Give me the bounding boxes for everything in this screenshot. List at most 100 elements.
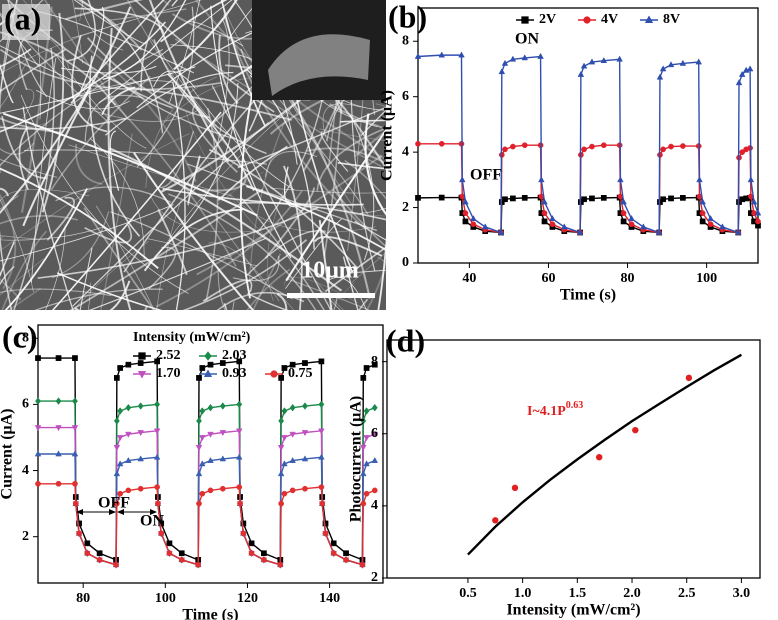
x-tick-label: 1.5 <box>569 586 587 601</box>
plot-frame <box>386 339 761 579</box>
marker <box>521 16 529 24</box>
marker <box>96 556 103 563</box>
marker <box>497 228 505 235</box>
nanowire <box>98 0 233 104</box>
y-tick-label: 4 <box>22 463 29 478</box>
marker <box>137 360 144 366</box>
marker <box>278 375 284 381</box>
marker <box>747 176 755 183</box>
marker <box>125 431 132 438</box>
marker <box>371 431 379 438</box>
nanowire <box>337 162 386 170</box>
nanowire <box>1 115 48 180</box>
marker <box>236 484 243 490</box>
panel-label: (d) <box>386 322 425 358</box>
nanowire <box>182 239 308 310</box>
nanowire <box>319 128 386 142</box>
marker <box>278 417 285 425</box>
marker <box>746 65 754 72</box>
marker <box>125 403 132 412</box>
marker <box>153 428 161 435</box>
x-tick-label: 80 <box>76 591 90 606</box>
nanowire <box>134 0 275 113</box>
marker <box>510 143 516 150</box>
y-axis-label: Photocurrent (μA) <box>348 396 365 523</box>
nanowire <box>155 190 303 308</box>
marker <box>739 149 746 155</box>
x-tick-label: 40 <box>462 271 476 286</box>
marker <box>35 397 41 405</box>
marker <box>501 59 509 66</box>
marker <box>207 403 214 412</box>
marker <box>580 62 588 69</box>
marker <box>414 52 422 59</box>
nanowire <box>71 0 203 39</box>
annotation: ON <box>515 31 539 48</box>
nanowire <box>86 37 210 119</box>
marker <box>521 195 528 201</box>
marker <box>219 455 227 462</box>
data-point <box>492 517 499 524</box>
nanowire <box>246 268 291 310</box>
marker <box>84 550 91 557</box>
panel-label-bg <box>2 4 50 40</box>
marker <box>600 142 607 149</box>
nanowire <box>55 186 172 203</box>
nanowire <box>41 12 65 213</box>
series-line <box>418 143 759 234</box>
marker <box>199 460 206 467</box>
marker <box>330 540 337 547</box>
arrow-head <box>76 509 83 515</box>
marker <box>502 196 508 203</box>
nanowire <box>325 246 386 292</box>
nanowire <box>320 131 349 172</box>
y-tick-label: 4 <box>402 144 409 159</box>
marker <box>240 530 247 537</box>
marker <box>668 195 674 202</box>
nanowire <box>218 34 239 104</box>
nanowire <box>332 206 386 217</box>
marker <box>371 361 378 368</box>
marker <box>322 530 329 537</box>
nanowire <box>186 163 378 232</box>
marker <box>219 485 226 492</box>
nanowire <box>0 193 17 290</box>
marker <box>166 540 173 547</box>
marker <box>76 530 82 537</box>
nanowire <box>191 103 238 173</box>
marker <box>199 435 206 442</box>
marker <box>261 550 267 557</box>
marker <box>236 400 243 409</box>
nanowire <box>24 149 267 165</box>
marker <box>71 450 79 457</box>
marker <box>318 358 325 365</box>
nanowire <box>157 208 188 276</box>
marker <box>71 425 79 432</box>
y-tick-label: 6 <box>402 89 409 104</box>
marker <box>301 455 309 462</box>
marker <box>72 397 78 405</box>
nanowire <box>60 65 157 74</box>
nanowire <box>264 187 315 259</box>
marker <box>577 70 585 77</box>
nanowire <box>0 158 58 178</box>
nanowire <box>0 226 104 241</box>
marker <box>617 176 624 183</box>
nanowire <box>306 147 386 165</box>
marker <box>318 400 325 409</box>
marker <box>581 146 587 153</box>
nanowire <box>0 20 132 75</box>
nanowire <box>36 90 130 110</box>
plot-frame <box>417 7 759 264</box>
marker <box>261 556 267 563</box>
marker <box>137 430 144 437</box>
marker <box>55 397 62 405</box>
nanowire <box>283 166 295 208</box>
marker <box>207 431 214 438</box>
x-tick-label: 100 <box>696 271 717 286</box>
marker <box>207 361 214 368</box>
nanowire <box>344 159 386 200</box>
marker <box>359 561 366 568</box>
legend-title: Intensity (mW/cm²) <box>133 330 251 345</box>
marker <box>363 490 370 497</box>
